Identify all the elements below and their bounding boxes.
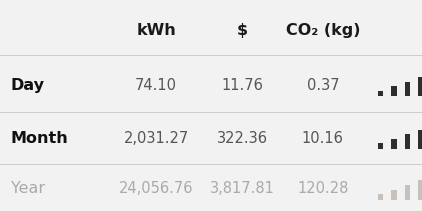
Text: 120.28: 120.28: [297, 181, 349, 196]
Text: 11.76: 11.76: [222, 78, 264, 93]
Text: 0.37: 0.37: [306, 78, 339, 93]
FancyBboxPatch shape: [418, 77, 422, 96]
FancyBboxPatch shape: [418, 180, 422, 200]
Text: CO₂ (kg): CO₂ (kg): [286, 23, 360, 38]
Text: 2,031.27: 2,031.27: [124, 131, 189, 146]
Text: Day: Day: [11, 78, 45, 93]
Text: $: $: [237, 23, 248, 38]
Text: Year: Year: [11, 181, 45, 196]
FancyBboxPatch shape: [392, 139, 397, 149]
Text: Month: Month: [11, 131, 68, 146]
FancyBboxPatch shape: [392, 190, 397, 200]
FancyBboxPatch shape: [405, 134, 411, 149]
FancyBboxPatch shape: [378, 143, 384, 149]
FancyBboxPatch shape: [405, 82, 411, 96]
FancyBboxPatch shape: [378, 194, 384, 200]
Text: 24,056.76: 24,056.76: [119, 181, 193, 196]
Text: kWh: kWh: [136, 23, 176, 38]
FancyBboxPatch shape: [405, 185, 411, 200]
FancyBboxPatch shape: [418, 130, 422, 149]
Text: 74.10: 74.10: [135, 78, 177, 93]
FancyBboxPatch shape: [378, 91, 384, 96]
Text: 10.16: 10.16: [302, 131, 344, 146]
Text: 322.36: 322.36: [217, 131, 268, 146]
FancyBboxPatch shape: [392, 86, 397, 96]
Text: 3,817.81: 3,817.81: [210, 181, 275, 196]
